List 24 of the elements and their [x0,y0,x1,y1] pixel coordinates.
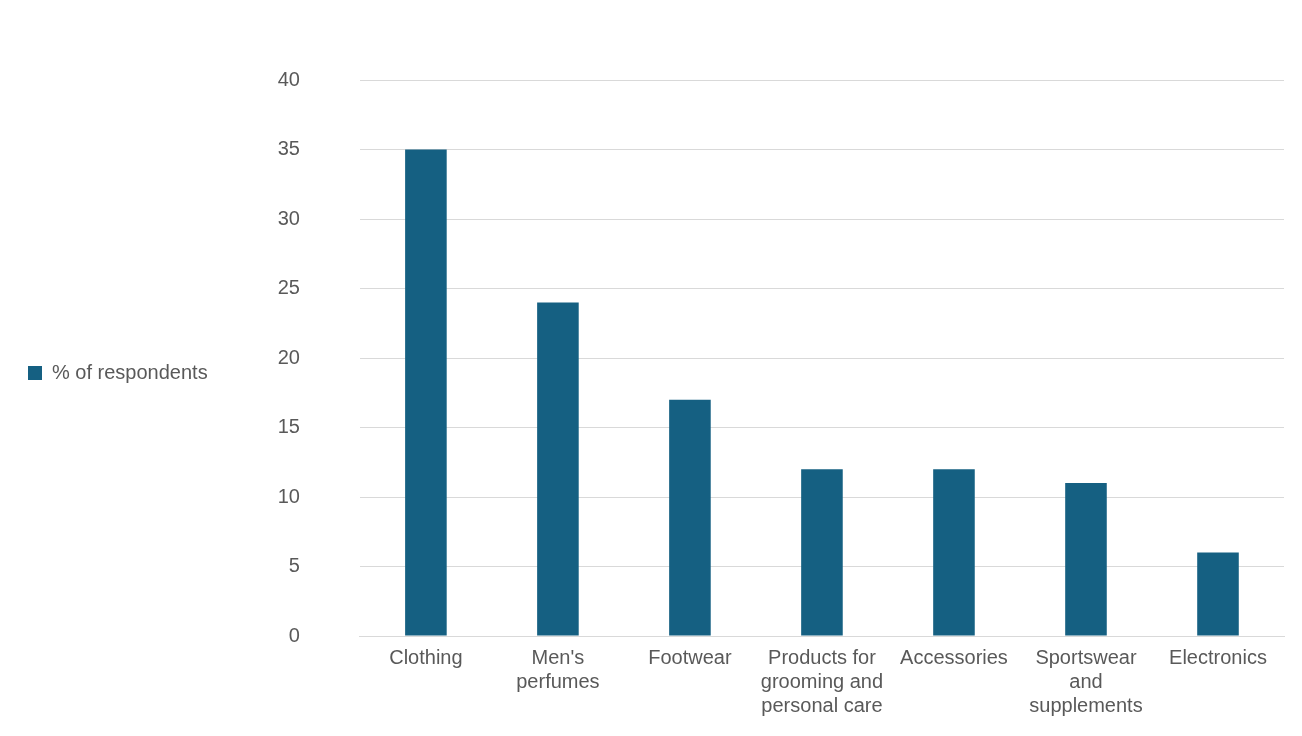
bar [1065,483,1107,636]
y-tick-label: 0 [288,623,300,646]
y-tick-label: 5 [288,554,300,577]
bar [537,302,579,636]
bar [801,469,843,636]
x-tick-label: Sportswear and supplements [1029,645,1143,716]
bar [1197,552,1239,636]
y-tick-label: 20 [277,345,300,368]
legend-label: % of respondents [52,360,208,383]
y-tick-label: 30 [277,206,300,229]
y-tick-label: 15 [277,415,300,438]
x-tick-label: Electronics [1169,645,1267,668]
bar [669,399,711,636]
y-tick-label: 25 [277,276,300,299]
y-tick-label: 10 [277,484,300,507]
x-tick-label: Clothing [389,645,463,668]
y-tick-label: 40 [277,67,300,90]
bar [933,469,975,636]
x-tick-label: Men's perfumes [516,645,600,692]
bar [405,149,447,636]
x-tick-label: Products for grooming and personal care [760,645,884,716]
y-tick-label: 35 [277,137,300,160]
x-tick-label: Footwear [648,645,732,668]
x-tick-label: Accessories [900,645,1008,668]
